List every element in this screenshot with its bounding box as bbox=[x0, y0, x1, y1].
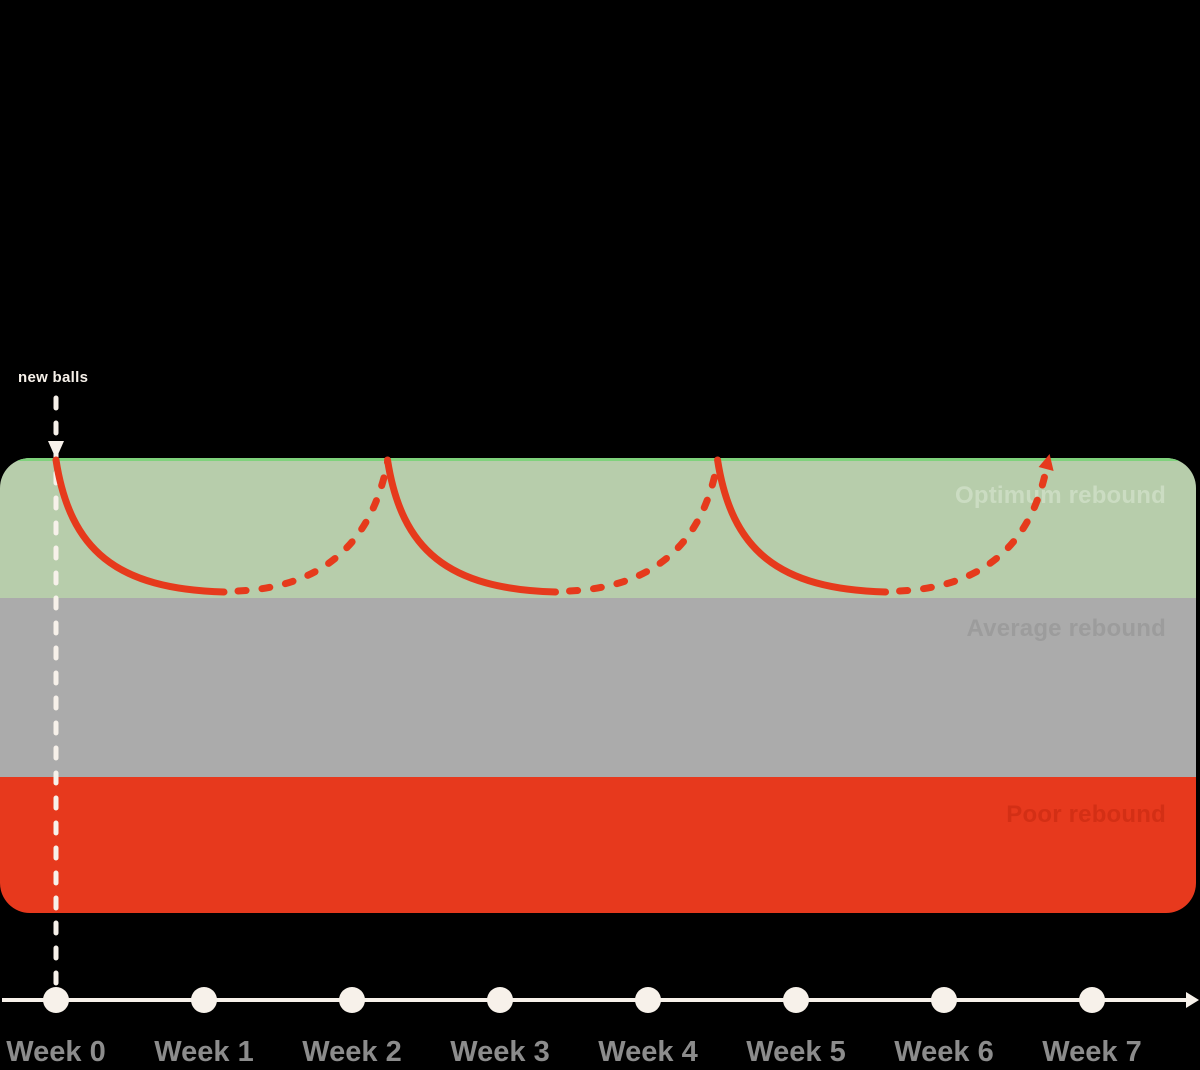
week-dot-2 bbox=[339, 987, 365, 1013]
week-dot-4 bbox=[635, 987, 661, 1013]
projection-arrowhead bbox=[1038, 454, 1054, 471]
x-tick-label-week-5: Week 5 bbox=[746, 1036, 846, 1068]
band-label-poor: Poor rebound bbox=[1006, 801, 1166, 828]
x-tick-label-week-0: Week 0 bbox=[6, 1036, 106, 1068]
x-tick-label-week-1: Week 1 bbox=[154, 1036, 254, 1068]
week-dot-6 bbox=[931, 987, 957, 1013]
band-average: Average rebound bbox=[0, 598, 1196, 777]
new-balls-down-arrowhead bbox=[48, 441, 64, 459]
rebound-decay-curve-0 bbox=[52, 456, 228, 596]
rebound-dashed-projection-1 bbox=[566, 458, 722, 595]
x-tick-label-week-2: Week 2 bbox=[302, 1036, 402, 1068]
rebound-decay-curve-2 bbox=[714, 456, 890, 596]
week-dot-5 bbox=[783, 987, 809, 1013]
rebound-dashed-projection-0 bbox=[234, 458, 392, 595]
band-optimum: Optimum rebound bbox=[0, 458, 1196, 598]
week-dot-3 bbox=[487, 987, 513, 1013]
week-dot-0 bbox=[43, 987, 69, 1013]
rebound-bands: Optimum rebound Average rebound Poor reb… bbox=[0, 458, 1196, 913]
x-tick-label-week-3: Week 3 bbox=[450, 1036, 550, 1068]
band-label-average: Average rebound bbox=[966, 615, 1166, 642]
rebound-decay-curve-1 bbox=[384, 456, 560, 596]
optimum-top-highlight-line bbox=[0, 458, 1196, 461]
week-dot-1 bbox=[191, 987, 217, 1013]
band-label-optimum: Optimum rebound bbox=[955, 482, 1166, 509]
rebound-dashed-projection-2 bbox=[896, 458, 1052, 595]
x-tick-label-week-6: Week 6 bbox=[894, 1036, 994, 1068]
band-poor: Poor rebound bbox=[0, 777, 1196, 913]
week-dot-7 bbox=[1079, 987, 1105, 1013]
x-tick-label-week-4: Week 4 bbox=[598, 1036, 698, 1068]
x-axis-arrowhead bbox=[1186, 992, 1199, 1008]
new-balls-annotation-label: new balls bbox=[18, 369, 89, 386]
x-tick-label-week-7: Week 7 bbox=[1042, 1036, 1142, 1068]
